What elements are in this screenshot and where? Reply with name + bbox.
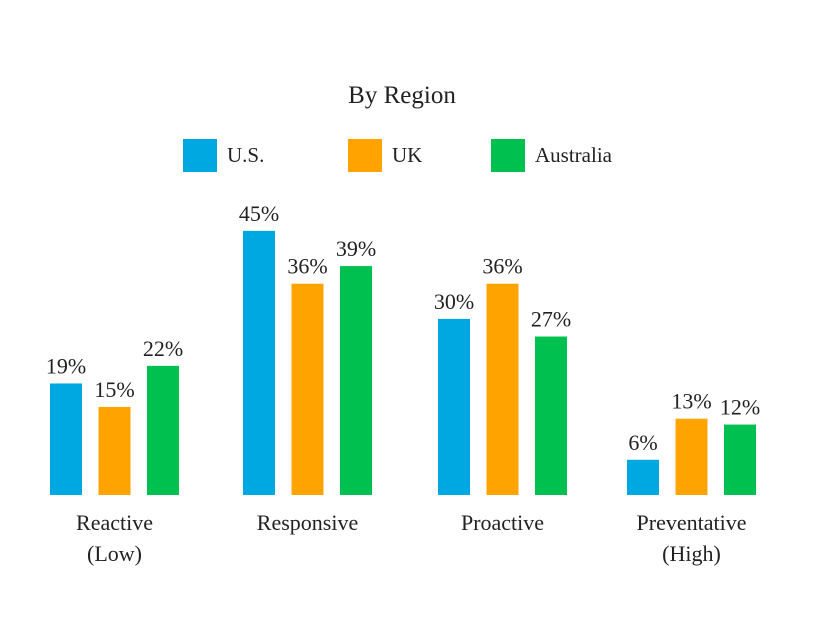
data-label-1-1: 36% bbox=[287, 254, 327, 279]
category-labels: Reactive (Low) Responsive Proactive Preventa… bbox=[76, 510, 746, 566]
category-label-0-0: Reactive bbox=[76, 510, 153, 535]
bar-0-1 bbox=[98, 406, 131, 495]
data-label-2-2: 27% bbox=[531, 307, 571, 332]
legend-swatch-1 bbox=[348, 139, 382, 172]
bar-3-0 bbox=[627, 459, 659, 495]
bar-3-2 bbox=[724, 424, 756, 495]
data-label-2-1: 36% bbox=[482, 254, 522, 279]
data-label-3-0: 6% bbox=[628, 430, 657, 455]
data-label-0-2: 22% bbox=[143, 336, 183, 361]
legend-label-0: U.S. bbox=[227, 143, 264, 167]
chart-title: By Region bbox=[348, 82, 456, 109]
bar-1-0 bbox=[243, 230, 275, 495]
legend-label-2: Australia bbox=[535, 143, 613, 167]
bar-2-2 bbox=[535, 336, 567, 495]
bar-2-0 bbox=[438, 318, 470, 495]
bar-2-1 bbox=[486, 283, 519, 495]
bar-0-0 bbox=[50, 383, 82, 495]
data-label-2-0: 30% bbox=[434, 289, 474, 314]
bar-0-2 bbox=[147, 365, 179, 495]
data-label-0-1: 15% bbox=[94, 377, 134, 402]
legend-swatch-2 bbox=[491, 139, 525, 172]
bar-1-2 bbox=[340, 266, 372, 495]
category-label-3-1: (High) bbox=[662, 541, 721, 566]
data-label-1-2: 39% bbox=[336, 236, 376, 261]
legend-swatch-0 bbox=[183, 139, 217, 172]
data-labels: 19% 15% 22% 45% 36% 39% 30% 36% 27% 6% 13% 12% bbox=[46, 201, 760, 455]
data-label-3-1: 13% bbox=[671, 389, 711, 414]
bar-1-1 bbox=[291, 283, 324, 495]
data-label-1-0: 45% bbox=[239, 201, 279, 226]
legend: U.S. UK Australia bbox=[183, 139, 613, 172]
category-label-2-0: Proactive bbox=[461, 510, 544, 535]
category-label-1-0: Responsive bbox=[257, 510, 358, 535]
legend-label-1: UK bbox=[392, 143, 422, 167]
data-label-3-2: 12% bbox=[720, 395, 760, 420]
bar-3-1 bbox=[675, 418, 708, 495]
category-label-0-1: (Low) bbox=[87, 541, 142, 566]
bars bbox=[50, 230, 756, 495]
category-label-3-0: Preventative bbox=[637, 510, 747, 535]
data-label-0-0: 19% bbox=[46, 353, 86, 378]
